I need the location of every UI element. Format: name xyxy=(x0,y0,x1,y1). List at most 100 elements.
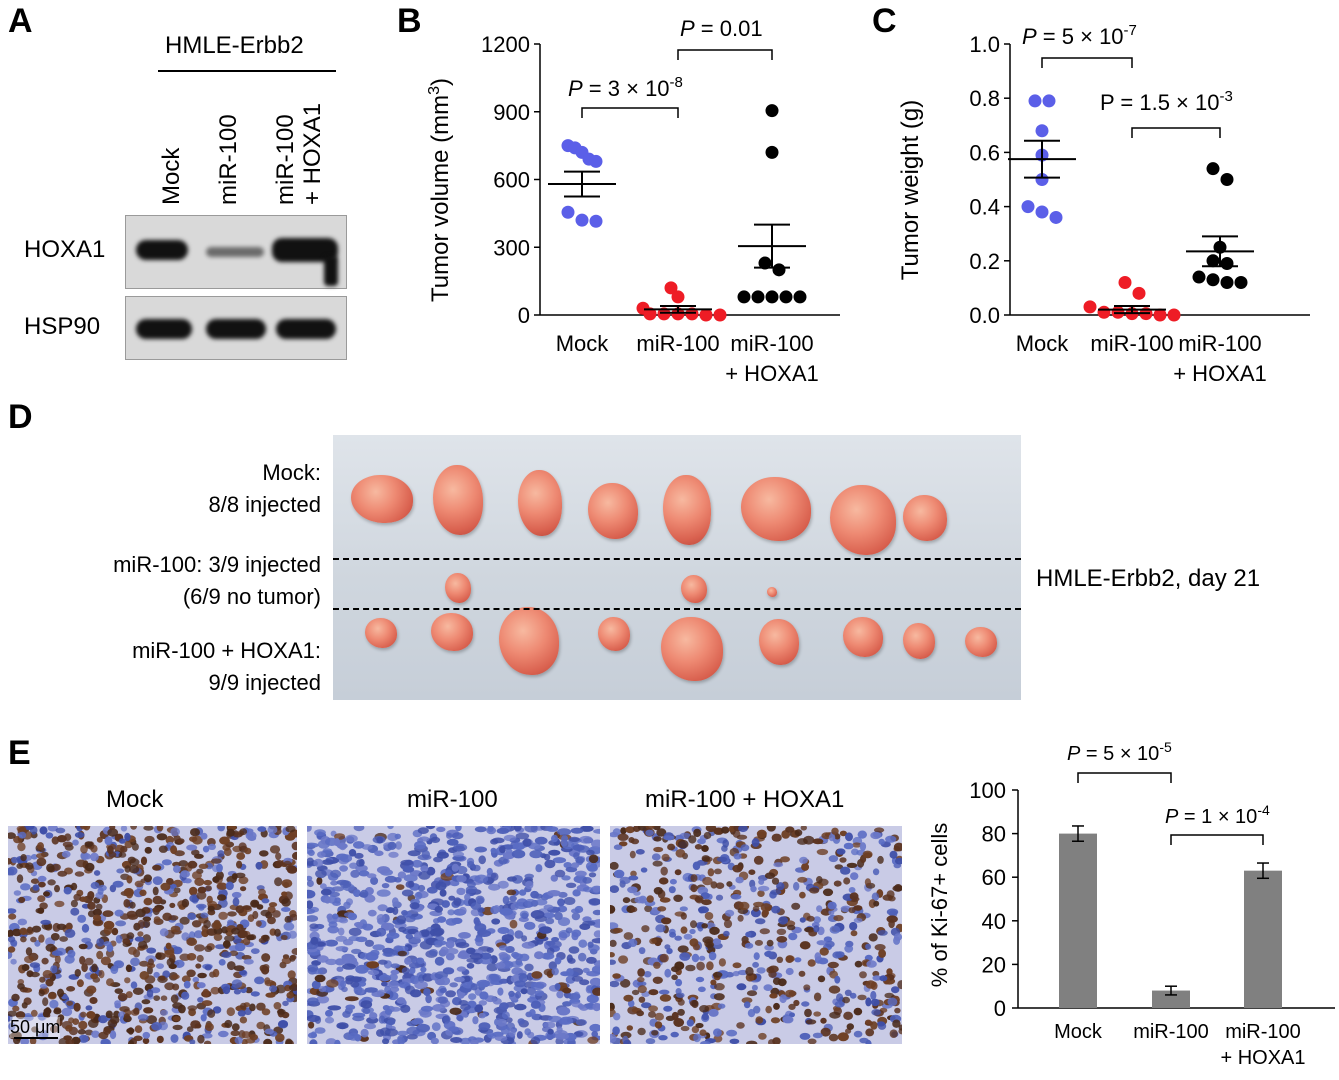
nucleus xyxy=(197,997,204,1003)
nucleus xyxy=(637,1027,646,1036)
nucleus xyxy=(829,925,841,934)
nucleus xyxy=(360,889,369,898)
nucleus xyxy=(441,900,450,908)
nucleus xyxy=(497,987,504,996)
nucleus xyxy=(234,872,246,879)
nucleus xyxy=(541,952,555,960)
nucleus xyxy=(547,1028,554,1035)
nucleus xyxy=(545,917,555,925)
nucleus xyxy=(37,895,46,903)
nucleus xyxy=(291,841,297,851)
nucleus xyxy=(353,889,361,897)
y-tick-label: 0.0 xyxy=(969,303,1000,328)
nucleus xyxy=(120,845,128,853)
nucleus xyxy=(382,1005,390,1011)
nucleus xyxy=(554,869,566,878)
nucleus xyxy=(610,922,619,930)
nucleus xyxy=(281,898,291,907)
nucleus xyxy=(143,1007,154,1014)
nucleus xyxy=(575,1019,587,1026)
nucleus xyxy=(706,961,714,971)
nucleus xyxy=(255,920,262,927)
nucleus xyxy=(623,994,634,1002)
x-tick-label: miR-100 xyxy=(636,331,719,356)
data-point xyxy=(793,290,807,304)
nucleus xyxy=(62,841,73,848)
nucleus xyxy=(500,1025,510,1035)
nucleus xyxy=(524,921,536,930)
p-value-mock-vs-mir100: P = 5 × 10-5 xyxy=(1067,739,1172,765)
tumor-mock-6 xyxy=(741,477,811,541)
nucleus xyxy=(554,957,562,965)
nucleus xyxy=(557,898,565,907)
nucleus xyxy=(610,831,619,838)
nucleus xyxy=(726,1029,738,1037)
nucleus xyxy=(390,969,400,975)
nucleus xyxy=(613,844,623,850)
nucleus xyxy=(146,989,154,998)
nucleus xyxy=(646,895,654,903)
nucleus xyxy=(718,958,726,967)
nucleus xyxy=(836,848,846,855)
nucleus xyxy=(466,962,475,969)
nucleus xyxy=(617,833,629,841)
nucleus xyxy=(265,992,276,998)
nucleus xyxy=(759,928,770,935)
nucleus xyxy=(690,884,698,893)
nucleus xyxy=(474,846,487,853)
nucleus xyxy=(671,1011,679,1021)
x-tick-label: miR-100 xyxy=(1178,331,1261,356)
nucleus xyxy=(430,836,441,843)
nucleus xyxy=(411,859,423,868)
nucleus xyxy=(659,897,671,903)
nucleus xyxy=(514,930,524,939)
nucleus xyxy=(692,861,701,871)
nucleus xyxy=(189,886,198,896)
nucleus xyxy=(31,1026,39,1033)
nucleus xyxy=(589,1023,600,1032)
nucleus xyxy=(870,1021,878,1030)
nucleus xyxy=(334,897,341,904)
nucleus xyxy=(325,958,338,966)
nucleus xyxy=(106,978,114,987)
nucleus xyxy=(255,861,263,870)
nucleus xyxy=(256,1002,266,1011)
nucleus xyxy=(452,851,465,858)
nucleus xyxy=(10,958,17,965)
nucleus xyxy=(57,988,64,998)
nucleus xyxy=(701,855,710,862)
nucleus xyxy=(87,891,95,900)
nucleus xyxy=(55,827,66,834)
nucleus xyxy=(386,932,400,939)
nucleus xyxy=(50,1025,59,1033)
nucleus xyxy=(330,869,342,878)
nucleus xyxy=(191,920,202,928)
nucleus xyxy=(453,976,465,983)
nucleus xyxy=(568,836,580,842)
nucleus xyxy=(107,828,119,837)
nucleus xyxy=(494,1035,508,1041)
nucleus xyxy=(840,905,851,912)
tumor-hoxa1-5 xyxy=(661,617,723,681)
nucleus xyxy=(336,966,344,972)
nucleus xyxy=(180,870,191,878)
nucleus xyxy=(151,1022,163,1031)
tumor-hoxa1-6 xyxy=(759,619,799,665)
nucleus xyxy=(511,849,526,859)
data-point xyxy=(664,281,678,295)
nucleus xyxy=(657,906,667,912)
nucleus xyxy=(865,1019,872,1025)
nucleus xyxy=(834,975,841,984)
nucleus xyxy=(746,1040,758,1044)
nucleus xyxy=(281,957,292,965)
nucleus xyxy=(859,971,867,979)
bar xyxy=(1244,870,1282,1008)
y-tick-label: 0 xyxy=(518,303,530,328)
nucleus xyxy=(160,882,171,891)
panel-label-c: C xyxy=(872,2,897,40)
nucleus xyxy=(8,946,16,953)
nucleus xyxy=(456,887,466,896)
nucleus xyxy=(381,981,388,987)
data-point xyxy=(1167,308,1181,322)
